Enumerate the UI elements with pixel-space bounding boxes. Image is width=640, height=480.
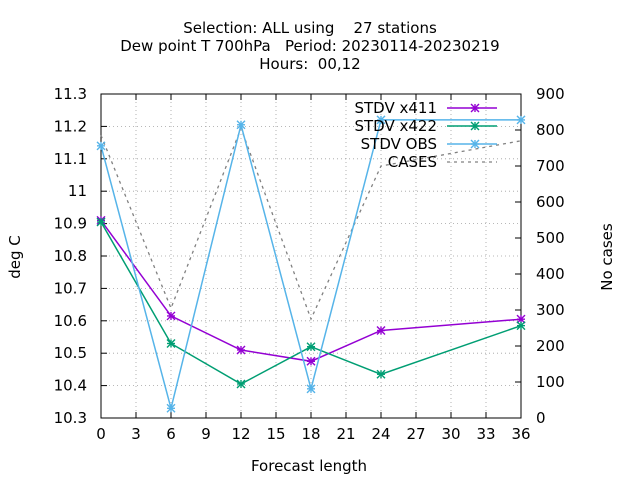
x-tick-label: 36 (511, 425, 530, 443)
y-tick-label: 11.3 (54, 85, 87, 103)
y2-tick-label: 400 (536, 265, 565, 283)
series-stdv-obs (96, 115, 526, 413)
data-point-stdv-obs (516, 115, 526, 125)
data-point-stdv-x411 (166, 311, 176, 321)
data-point-stdv-x411 (236, 345, 246, 355)
y2-tick-label: 600 (536, 193, 565, 211)
y-tick-label: 10.8 (54, 247, 87, 265)
legend-item-stdv-obs: STDV OBS (361, 135, 497, 153)
y2-tick-label: 900 (536, 85, 565, 103)
x-tick-label: 3 (131, 425, 141, 443)
data-point-stdv-obs (306, 384, 316, 394)
series-stdv-x422 (96, 217, 526, 389)
legend-marker (470, 121, 480, 131)
y2-tick-label: 0 (536, 409, 546, 427)
series-group (96, 115, 526, 413)
x-tick-label: 6 (166, 425, 176, 443)
x-axis-label: Forecast length (251, 457, 367, 475)
series-line-stdv-obs (100, 119, 521, 409)
y2-tick-label: 500 (536, 229, 565, 247)
data-point-stdv-x411 (376, 326, 386, 336)
x-tick-label: 24 (371, 425, 390, 443)
y2-tick-label: 100 (536, 373, 565, 391)
legend-item-cases: CASES (388, 153, 497, 171)
series-cases (100, 126, 522, 321)
legend-marker (470, 139, 480, 149)
axes: 0 3 6 9 12 15 18 21 24 27 30 33 3610.310.410.510.610… (54, 85, 565, 443)
data-point-stdv-obs (96, 141, 106, 151)
y2-tick-label: 800 (536, 121, 565, 139)
legend-label: STDV x422 (354, 117, 437, 135)
series-line-cases (100, 126, 522, 321)
data-point-stdv-x422 (166, 338, 176, 348)
data-point-stdv-x411 (306, 356, 316, 366)
data-point-stdv-obs (166, 403, 176, 413)
data-point-stdv-x422 (516, 321, 526, 331)
x-tick-label: 30 (441, 425, 460, 443)
series-line-stdv-x422 (100, 221, 522, 385)
grid (101, 94, 521, 418)
legend-marker (470, 103, 480, 113)
y-tick-label: 10.6 (54, 312, 87, 330)
y-tick-label: 10.3 (54, 409, 87, 427)
title-line-2: Dew point T 700hPa Period: 20230114-2023… (120, 37, 499, 55)
title-line-1: Selection: ALL using 27 stations (183, 19, 437, 37)
series-line-stdv-x411 (100, 219, 522, 363)
y2-axis-label: No cases (598, 223, 616, 291)
y-tick-label: 11.1 (54, 150, 87, 168)
y2-tick-label: 700 (536, 157, 565, 175)
legend-label: STDV OBS (361, 135, 437, 153)
x-tick-label: 18 (301, 425, 320, 443)
x-tick-label: 21 (336, 425, 355, 443)
data-point-stdv-x422 (376, 369, 386, 379)
y-tick-label: 10.5 (54, 344, 87, 362)
x-tick-label: 0 (96, 425, 106, 443)
legend-label: CASES (388, 153, 437, 171)
data-point-stdv-obs (236, 120, 246, 130)
y2-tick-label: 300 (536, 301, 565, 319)
x-tick-label: 15 (266, 425, 285, 443)
y2-tick-label: 200 (536, 337, 565, 355)
y-tick-label: 11.2 (54, 117, 87, 135)
data-point-stdv-x422 (306, 342, 316, 352)
y-tick-label: 10.9 (54, 215, 87, 233)
data-point-stdv-x422 (236, 379, 246, 389)
legend-item-stdv-x422: STDV x422 (354, 117, 497, 135)
legend-label: STDV x411 (354, 99, 437, 117)
title-line-3: Hours: 00,12 (259, 55, 360, 73)
data-point-stdv-obs (376, 115, 386, 125)
y-tick-label: 11 (68, 182, 87, 200)
x-tick-label: 9 (201, 425, 211, 443)
x-tick-label: 27 (406, 425, 425, 443)
x-tick-label: 12 (231, 425, 250, 443)
legend-item-stdv-x411: STDV x411 (354, 99, 497, 117)
y-tick-label: 10.7 (54, 279, 87, 297)
y-tick-label: 10.4 (54, 377, 87, 395)
y-axis-label: deg C (6, 235, 24, 279)
x-tick-label: 33 (476, 425, 495, 443)
data-point-stdv-x422 (96, 217, 106, 227)
